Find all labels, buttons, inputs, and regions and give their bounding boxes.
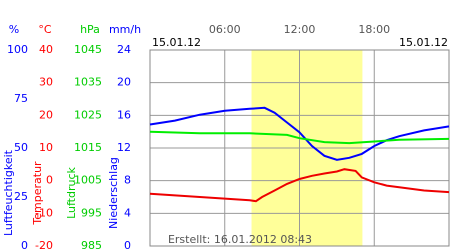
y-tick-label: 0	[21, 239, 28, 250]
y-tick-label: 0	[124, 239, 131, 250]
y-tick-label: 100	[7, 43, 28, 56]
date-end: 15.01.12	[399, 36, 448, 49]
date-start: 15.01.12	[152, 36, 201, 49]
y-tick-label: 40	[39, 43, 53, 56]
axis-title: Niederschlag	[107, 157, 120, 229]
axis-unit: hPa	[80, 23, 100, 36]
y-tick-label: 25	[14, 190, 28, 203]
axis-unit: %	[9, 23, 19, 36]
y-tick-label: 1025	[74, 108, 102, 121]
plot-border	[149, 49, 450, 247]
y-tick-label: 0	[46, 174, 53, 187]
series-line	[149, 130, 450, 145]
y-tick-label: 20	[39, 108, 53, 121]
y-tick-label: 8	[124, 174, 131, 187]
axis-title: Luftfeuchtigkeit	[2, 149, 15, 236]
series-line	[149, 168, 450, 203]
axis-unit: mm/h	[109, 23, 141, 36]
axis-title: Temperatur	[31, 161, 44, 226]
y-tick-label: 1015	[74, 141, 102, 154]
y-tick-label: 10	[39, 141, 53, 154]
y-tick-label: 1035	[74, 76, 102, 89]
y-tick-label: 16	[117, 108, 131, 121]
axis-unit: °C	[38, 23, 52, 36]
y-tick-label: 12	[117, 141, 131, 154]
y-tick-label: -20	[35, 239, 53, 250]
x-tick-label: 12:00	[284, 23, 316, 36]
x-tick-label: 18:00	[358, 23, 390, 36]
y-tick-label: 75	[14, 92, 28, 105]
y-tick-label: 1005	[74, 174, 102, 187]
y-tick-label: 24	[117, 43, 131, 56]
y-tick-label: 50	[14, 141, 28, 154]
y-tick-label: 30	[39, 76, 53, 89]
y-tick-label: 985	[81, 239, 102, 250]
x-tick-label: 06:00	[209, 23, 241, 36]
axis-title: Luftdruck	[65, 166, 78, 218]
y-tick-label: -10	[35, 206, 53, 219]
y-tick-label: 995	[81, 206, 102, 219]
created-note: Erstellt: 16.01.2012 08:43	[168, 233, 312, 246]
y-tick-label: 1045	[74, 43, 102, 56]
y-tick-label: 4	[124, 206, 131, 219]
y-tick-label: 20	[117, 76, 131, 89]
